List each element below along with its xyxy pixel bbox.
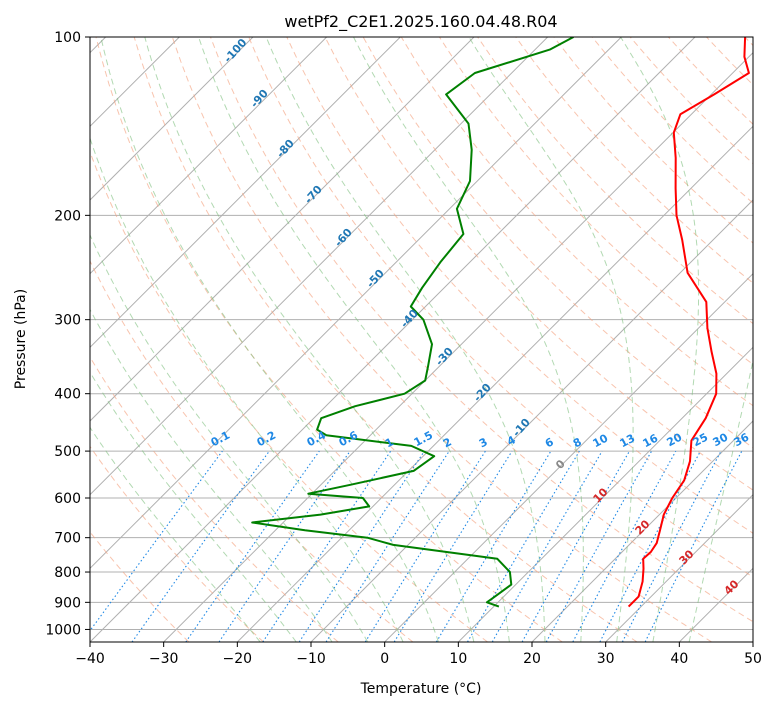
mixing-ratio-line (131, 450, 270, 642)
isotherm-line (90, 37, 475, 422)
moist-adiabat-line (90, 426, 261, 642)
mixing-ratio-label: 30 (711, 430, 731, 449)
mixing-ratio-line (545, 450, 653, 642)
dry-adiabat-line (515, 37, 753, 284)
moist-adiabat-line (688, 358, 753, 642)
x-tick-label: 30 (597, 651, 615, 667)
y-tick-label: 600 (54, 491, 81, 507)
y-tick-label: 900 (54, 595, 81, 611)
dry-adiabat-line (133, 37, 638, 642)
adiabat-layer (90, 37, 753, 642)
dewpoint-profile-line (251, 37, 574, 608)
x-tick-label: −10 (296, 651, 326, 667)
mixing-ratio-line (521, 450, 630, 642)
y-tick-label: 500 (54, 444, 81, 460)
mixing-ratio-label: 16 (641, 431, 661, 450)
isotherm-line (531, 420, 753, 642)
moist-adiabat-line (468, 37, 634, 642)
grid-layer (90, 37, 753, 642)
x-tick-label: 0 (380, 651, 389, 667)
dry-adiabat-line (171, 37, 712, 642)
x-tick-label: 40 (670, 651, 688, 667)
isotherm-line (236, 125, 753, 642)
moist-adiabat-line (90, 308, 333, 642)
y-tick-label: 100 (54, 30, 81, 46)
x-tick-label: −30 (149, 651, 179, 667)
x-axis-title: Temperature (°C) (360, 681, 482, 697)
y-tick-label: 800 (54, 565, 81, 581)
dry-adiabat-line (286, 37, 753, 534)
isotherm-line (90, 37, 328, 275)
isotherm-line (90, 37, 401, 349)
dry-adiabat-line (210, 37, 753, 623)
moist-adiabat-line (90, 371, 297, 642)
moist-adiabat-line (144, 37, 475, 642)
moist-adiabat-line (90, 233, 369, 642)
mixing-ratio-label: 36 (732, 430, 752, 449)
mixing-ratio-line (90, 450, 223, 632)
dry-adiabat-line (90, 445, 264, 642)
x-tick-label: 50 (744, 651, 762, 667)
mixing-ratio-line (644, 450, 743, 642)
isotherm-line (384, 272, 753, 642)
mixing-ratio-line (185, 450, 320, 642)
mixing-ratio-line (572, 450, 677, 642)
isotherm-line (163, 51, 753, 642)
mixing-ratio-label: 13 (618, 432, 638, 451)
mixing-ratio-line (262, 450, 392, 642)
y-tick-label: 1000 (45, 622, 81, 638)
isotherm-line (457, 346, 753, 642)
moist-adiabat-line (265, 37, 546, 642)
mixing-ratio-label: 25 (691, 431, 711, 450)
isotherm-line (605, 493, 753, 642)
moist-adiabat-line (100, 37, 439, 642)
mixing-ratio-layer (90, 450, 743, 642)
y-tick-label: 700 (54, 531, 81, 547)
y-tick-label: 400 (54, 387, 81, 403)
dry-adiabat-line (324, 37, 753, 491)
mixing-ratio-line (298, 450, 425, 642)
moist-adiabat-line (620, 37, 700, 642)
x-tick-label: 10 (449, 651, 467, 667)
moist-adiabat-line (353, 37, 584, 642)
x-tick-label: 20 (523, 651, 541, 667)
mixing-ratio-label: 20 (665, 430, 685, 449)
chart-title: wetPf2_C2E1.2025.160.04.48.R04 (284, 12, 557, 32)
dry-adiabat-line (95, 37, 563, 642)
dry-adiabat-line (90, 259, 414, 642)
dry-adiabat-line (90, 356, 339, 642)
y-tick-label: 200 (54, 208, 81, 224)
temperature-profile-line (627, 37, 750, 608)
moist-adiabat-line (198, 37, 510, 642)
isotherm-line (90, 37, 549, 496)
dry-adiabat-line (248, 37, 753, 578)
axes-layer: −40 −30 −20 −10 0 10 20 30 40 50 100 200 300 400 500 60… (45, 30, 762, 667)
profile-layer (251, 37, 750, 608)
y-axis-title: Pressure (hPa) (13, 289, 29, 389)
mixing-ratio-line (393, 450, 513, 642)
isotherm-line (90, 37, 622, 570)
y-tick-label: 300 (54, 313, 81, 329)
isotherm-line (90, 37, 254, 201)
plot-frame (89, 36, 754, 643)
x-tick-label: −40 (75, 651, 105, 667)
mixing-ratio-label: 10 (591, 431, 611, 450)
mixing-ratio-line (218, 450, 351, 642)
mixing-ratio-line (325, 450, 450, 642)
isotherm-line (90, 37, 696, 642)
x-tick-label: −20 (223, 651, 253, 667)
